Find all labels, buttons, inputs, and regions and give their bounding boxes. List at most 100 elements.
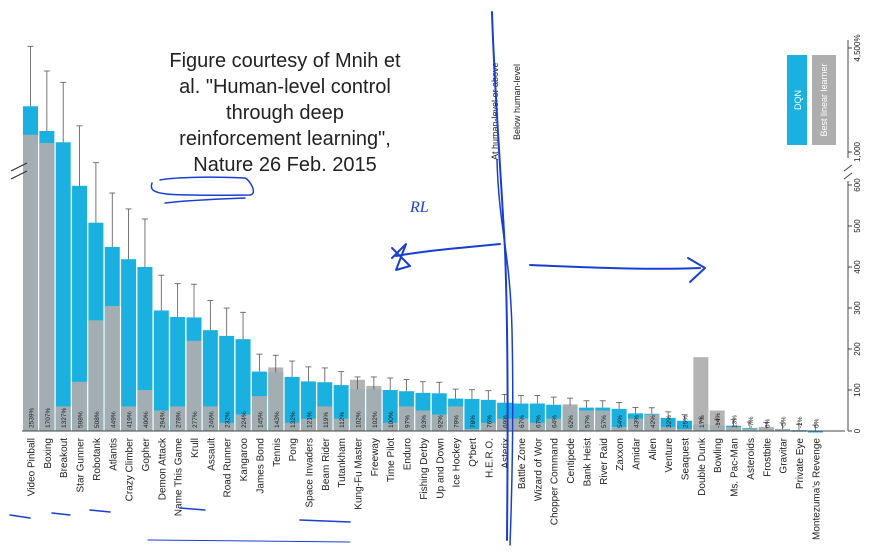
y-tick-label: 300: [853, 301, 862, 315]
y-tick-label: 100: [853, 383, 862, 397]
linear-bar: [121, 406, 137, 431]
x-category-label: H.E.R.O.: [484, 438, 495, 478]
caption-journal: Nature: [193, 154, 254, 176]
bar-value-label: 102%: [372, 411, 379, 428]
x-category-label: Private Eye: [795, 438, 806, 490]
nature-underline: [164, 197, 246, 204]
x-category-label: Zaxxon: [615, 438, 626, 471]
x-category-label: Enduro: [403, 438, 414, 471]
legend-linear-label: Best linear learner: [819, 63, 829, 136]
linear-bar: [137, 390, 153, 431]
linear-bar: [153, 410, 169, 431]
linear-bar: [251, 396, 267, 431]
linear-bar: [186, 340, 202, 431]
bar-value-label: 294%: [159, 411, 166, 428]
dqn-bar: [170, 317, 186, 431]
x-category-label: Demon Attack: [157, 437, 168, 500]
linear-bar: [284, 422, 300, 431]
linear-bar: [382, 422, 398, 431]
bar-value-label: 143%: [274, 411, 281, 428]
x-category-label: Venture: [664, 438, 675, 473]
dqn-bar: [611, 408, 627, 431]
x-category-label: Kung-Fu Master: [354, 437, 365, 509]
linear-bar: [39, 143, 55, 432]
dqn-bar: [55, 142, 71, 431]
y-tick-label: 500: [853, 219, 862, 233]
x-category-label: Battle Zone: [517, 438, 528, 490]
x-category-label: Q*bert: [468, 438, 479, 467]
rl-note: RL: [409, 199, 429, 216]
linear-bar: [464, 428, 480, 431]
linear-bar: [104, 305, 120, 431]
x-category-label: Ice Hockey: [452, 438, 463, 487]
legend-linear-swatch: [812, 55, 836, 145]
bar-value-label: 67%: [535, 415, 542, 428]
bar-value-label: 224%: [241, 411, 248, 428]
bar-value-label: 119%: [323, 412, 330, 428]
bar-value-label: 112%: [339, 412, 346, 428]
x-category-label: Seaquest: [681, 438, 692, 480]
dqn-bar: [807, 431, 823, 433]
dqn-bar: [72, 185, 88, 431]
dqn-bar: [219, 335, 235, 431]
linear-bar: [202, 406, 218, 431]
bar-value-label: 121%: [306, 411, 313, 428]
linear-bar: [726, 426, 742, 431]
linear-bar: [693, 357, 709, 431]
caption-line-4: reinforcement learning",: [179, 128, 391, 150]
x-category-label: Centipede: [566, 438, 577, 484]
x-category-label: Wizard of Wor: [533, 437, 544, 501]
bar-value-label: -2%: [797, 416, 804, 428]
legend-dqn-swatch: [787, 55, 807, 145]
linear-bar: [562, 404, 578, 431]
bar-value-label: 145%: [257, 411, 264, 428]
bar-value-label: 598%: [78, 411, 85, 428]
bar-value-label: 102%: [356, 411, 363, 428]
bar-value-label: 419%: [127, 411, 134, 428]
y-tick-label: 200: [853, 342, 862, 356]
linear-bar: [595, 410, 611, 431]
x-category-label: Space Invaders: [304, 438, 315, 508]
bar-value-label: 97%: [405, 415, 412, 428]
bar-value-label: 62%: [568, 415, 575, 428]
linear-bar: [72, 381, 88, 431]
linear-bar: [660, 426, 676, 431]
axis-break-mark: [843, 172, 853, 180]
x-category-label: Chopper Command: [550, 438, 561, 525]
x-category-label: Up and Down: [435, 438, 446, 499]
bar-value-label: 6%: [764, 418, 771, 428]
bar-value-label: 17%: [699, 415, 706, 428]
y-tick-label: 0: [853, 428, 862, 433]
bar-value-label: 400%: [143, 411, 150, 428]
x-category-label: Tennis: [272, 438, 283, 467]
bar-value-label: 1327%: [61, 408, 68, 428]
x-category-label: Alien: [648, 438, 659, 460]
x-category-label: Beam Rider: [321, 437, 332, 490]
linear-bar: [268, 367, 284, 431]
linear-bar: [55, 406, 71, 431]
dqn-bar: [300, 381, 316, 431]
bar-value-label: 93%: [421, 415, 428, 428]
legend-dqn-label: DQN: [793, 90, 803, 110]
bar-value-label: 1707%: [45, 408, 52, 428]
linear-bar: [366, 385, 382, 431]
bar-value-label: 69%: [503, 415, 510, 428]
bar-value-label: 57%: [601, 415, 608, 428]
bar-value-label: 78%: [470, 415, 477, 428]
linear-bar: [23, 134, 38, 431]
x-category-label: Ms. Pac-Man: [730, 438, 741, 497]
caption-date: 26 Feb. 2015: [253, 154, 377, 176]
linear-bar: [317, 406, 333, 431]
dqn-bar: [235, 339, 251, 431]
bar-value-label: 132%: [290, 411, 297, 428]
x-category-label: Asterix: [501, 438, 512, 469]
ink-mark-1: [9, 514, 31, 519]
x-category-label: Kangaroo: [239, 438, 250, 482]
x-axis-labels: Video Pinball Boxing Breakout Star Gunner Ro…: [27, 437, 823, 540]
legend: DQN Best linear learner: [787, 55, 836, 145]
x-category-label: River Raid: [599, 438, 610, 485]
chart-break-mark: [10, 170, 28, 180]
bar-value-label: 92%: [437, 415, 444, 428]
bar-value-label: 54%: [617, 415, 624, 428]
bar-value-label: 32%: [666, 415, 673, 428]
